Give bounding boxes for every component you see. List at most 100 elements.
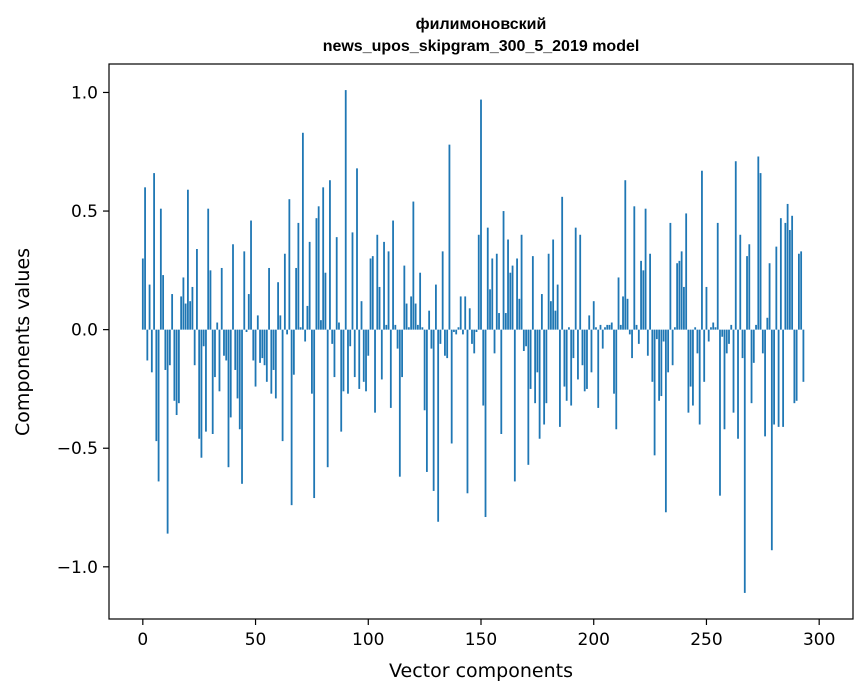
bar	[491, 258, 494, 330]
bar	[347, 329, 349, 394]
bar	[211, 329, 214, 434]
bar	[764, 329, 766, 437]
bar	[604, 327, 606, 330]
bar	[272, 329, 275, 370]
bar	[196, 249, 198, 330]
bar	[220, 267, 223, 330]
bar	[529, 329, 532, 389]
bar	[574, 227, 577, 330]
bar	[473, 329, 476, 354]
bar	[340, 329, 343, 432]
bar	[236, 329, 239, 399]
bar	[770, 329, 773, 551]
bar	[644, 208, 647, 330]
bar	[635, 324, 638, 330]
bar	[198, 329, 201, 439]
chart-title-line1: филимоновский	[416, 16, 547, 33]
bar	[238, 329, 241, 430]
bar	[577, 329, 579, 380]
bar	[768, 263, 771, 330]
bar	[268, 267, 270, 330]
plot-frame	[108, 63, 854, 620]
y-axis-ticks: −1.0 −0.5 0.0 0.5 1.0	[57, 83, 109, 578]
bar	[306, 305, 309, 330]
bar	[655, 329, 658, 340]
bar	[448, 144, 451, 330]
y-tick-label: −1.0	[57, 558, 98, 578]
bar	[250, 220, 252, 330]
bar	[180, 296, 183, 330]
bar	[193, 329, 196, 366]
bar	[495, 253, 498, 330]
y-tick-label: 0.0	[71, 321, 98, 341]
x-axis-label: Vector components	[389, 660, 573, 682]
bar	[680, 251, 683, 330]
bar	[626, 298, 629, 330]
bar	[148, 284, 151, 330]
bar	[667, 329, 670, 373]
bar	[150, 329, 153, 373]
bar	[349, 329, 352, 347]
bar	[317, 206, 320, 330]
bar	[157, 329, 160, 482]
bar	[468, 308, 471, 330]
bar	[371, 256, 374, 330]
bar	[419, 272, 422, 330]
bar	[489, 289, 491, 330]
bar	[719, 329, 721, 496]
bar	[694, 327, 697, 330]
bar	[216, 322, 219, 330]
bar	[200, 329, 203, 458]
bar	[739, 234, 742, 330]
bar	[696, 329, 699, 354]
bar	[662, 329, 665, 342]
bar	[403, 265, 406, 330]
bar	[685, 213, 688, 330]
bar	[223, 329, 225, 356]
bar	[610, 322, 613, 330]
bar	[592, 301, 595, 330]
bar	[545, 329, 548, 404]
bar	[184, 303, 187, 330]
bar	[401, 329, 403, 378]
bar	[554, 310, 557, 330]
bar	[750, 329, 753, 404]
bar	[579, 234, 582, 330]
bar	[299, 327, 302, 330]
bar	[522, 329, 525, 351]
bar	[308, 241, 311, 330]
bar	[493, 329, 496, 354]
y-axis-label: Components values	[12, 248, 34, 436]
bar	[520, 234, 523, 330]
bar	[617, 277, 620, 330]
bar	[640, 260, 642, 330]
bar	[728, 329, 730, 344]
bar	[779, 218, 782, 330]
bar	[723, 329, 726, 430]
bar	[484, 329, 487, 518]
y-tick-label: 0.5	[71, 202, 98, 222]
bar	[311, 329, 313, 394]
bar	[254, 329, 257, 387]
bar	[741, 329, 744, 359]
bar	[583, 329, 586, 392]
bar	[367, 329, 370, 356]
bar	[177, 329, 180, 404]
bar	[441, 251, 444, 330]
x-tick-label: 200	[578, 630, 610, 650]
bar	[462, 329, 464, 335]
bar	[286, 329, 289, 335]
bar	[619, 324, 622, 330]
bar	[748, 244, 751, 330]
bar	[331, 329, 334, 344]
bar	[270, 329, 273, 394]
bar	[628, 329, 631, 335]
bar	[746, 256, 748, 330]
bar	[671, 329, 674, 366]
bar	[144, 187, 146, 330]
bar	[202, 329, 205, 347]
bar	[369, 258, 372, 330]
bar	[597, 329, 600, 408]
bar	[703, 329, 706, 382]
